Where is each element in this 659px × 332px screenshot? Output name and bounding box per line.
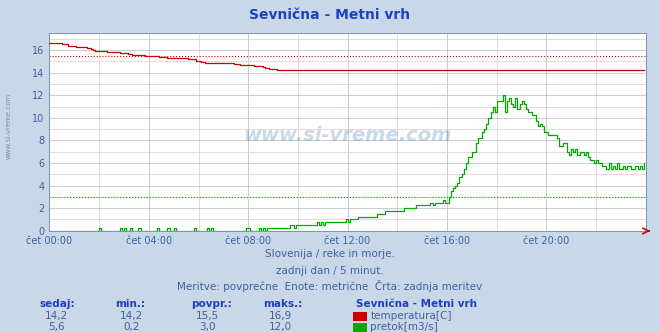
Text: min.:: min.: bbox=[115, 299, 146, 309]
Text: povpr.:: povpr.: bbox=[191, 299, 232, 309]
Text: www.si-vreme.com: www.si-vreme.com bbox=[5, 93, 11, 159]
Text: maks.:: maks.: bbox=[264, 299, 303, 309]
Text: 15,5: 15,5 bbox=[196, 311, 219, 321]
Text: 14,2: 14,2 bbox=[120, 311, 144, 321]
Text: Sevnična - Metni vrh: Sevnična - Metni vrh bbox=[249, 8, 410, 22]
Text: Slovenija / reke in morje.: Slovenija / reke in morje. bbox=[264, 249, 395, 259]
Text: 14,2: 14,2 bbox=[44, 311, 68, 321]
Text: pretok[m3/s]: pretok[m3/s] bbox=[370, 322, 438, 332]
Text: 16,9: 16,9 bbox=[268, 311, 292, 321]
Text: zadnji dan / 5 minut.: zadnji dan / 5 minut. bbox=[275, 266, 384, 276]
Text: 5,6: 5,6 bbox=[47, 322, 65, 332]
Text: Meritve: povprečne  Enote: metrične  Črta: zadnja meritev: Meritve: povprečne Enote: metrične Črta:… bbox=[177, 280, 482, 291]
Text: www.si-vreme.com: www.si-vreme.com bbox=[243, 126, 452, 145]
Text: sedaj:: sedaj: bbox=[40, 299, 75, 309]
Text: temperatura[C]: temperatura[C] bbox=[370, 311, 452, 321]
Text: 12,0: 12,0 bbox=[268, 322, 292, 332]
Text: Sevnična - Metni vrh: Sevnična - Metni vrh bbox=[356, 299, 477, 309]
Text: 3,0: 3,0 bbox=[199, 322, 216, 332]
Text: 0,2: 0,2 bbox=[123, 322, 140, 332]
